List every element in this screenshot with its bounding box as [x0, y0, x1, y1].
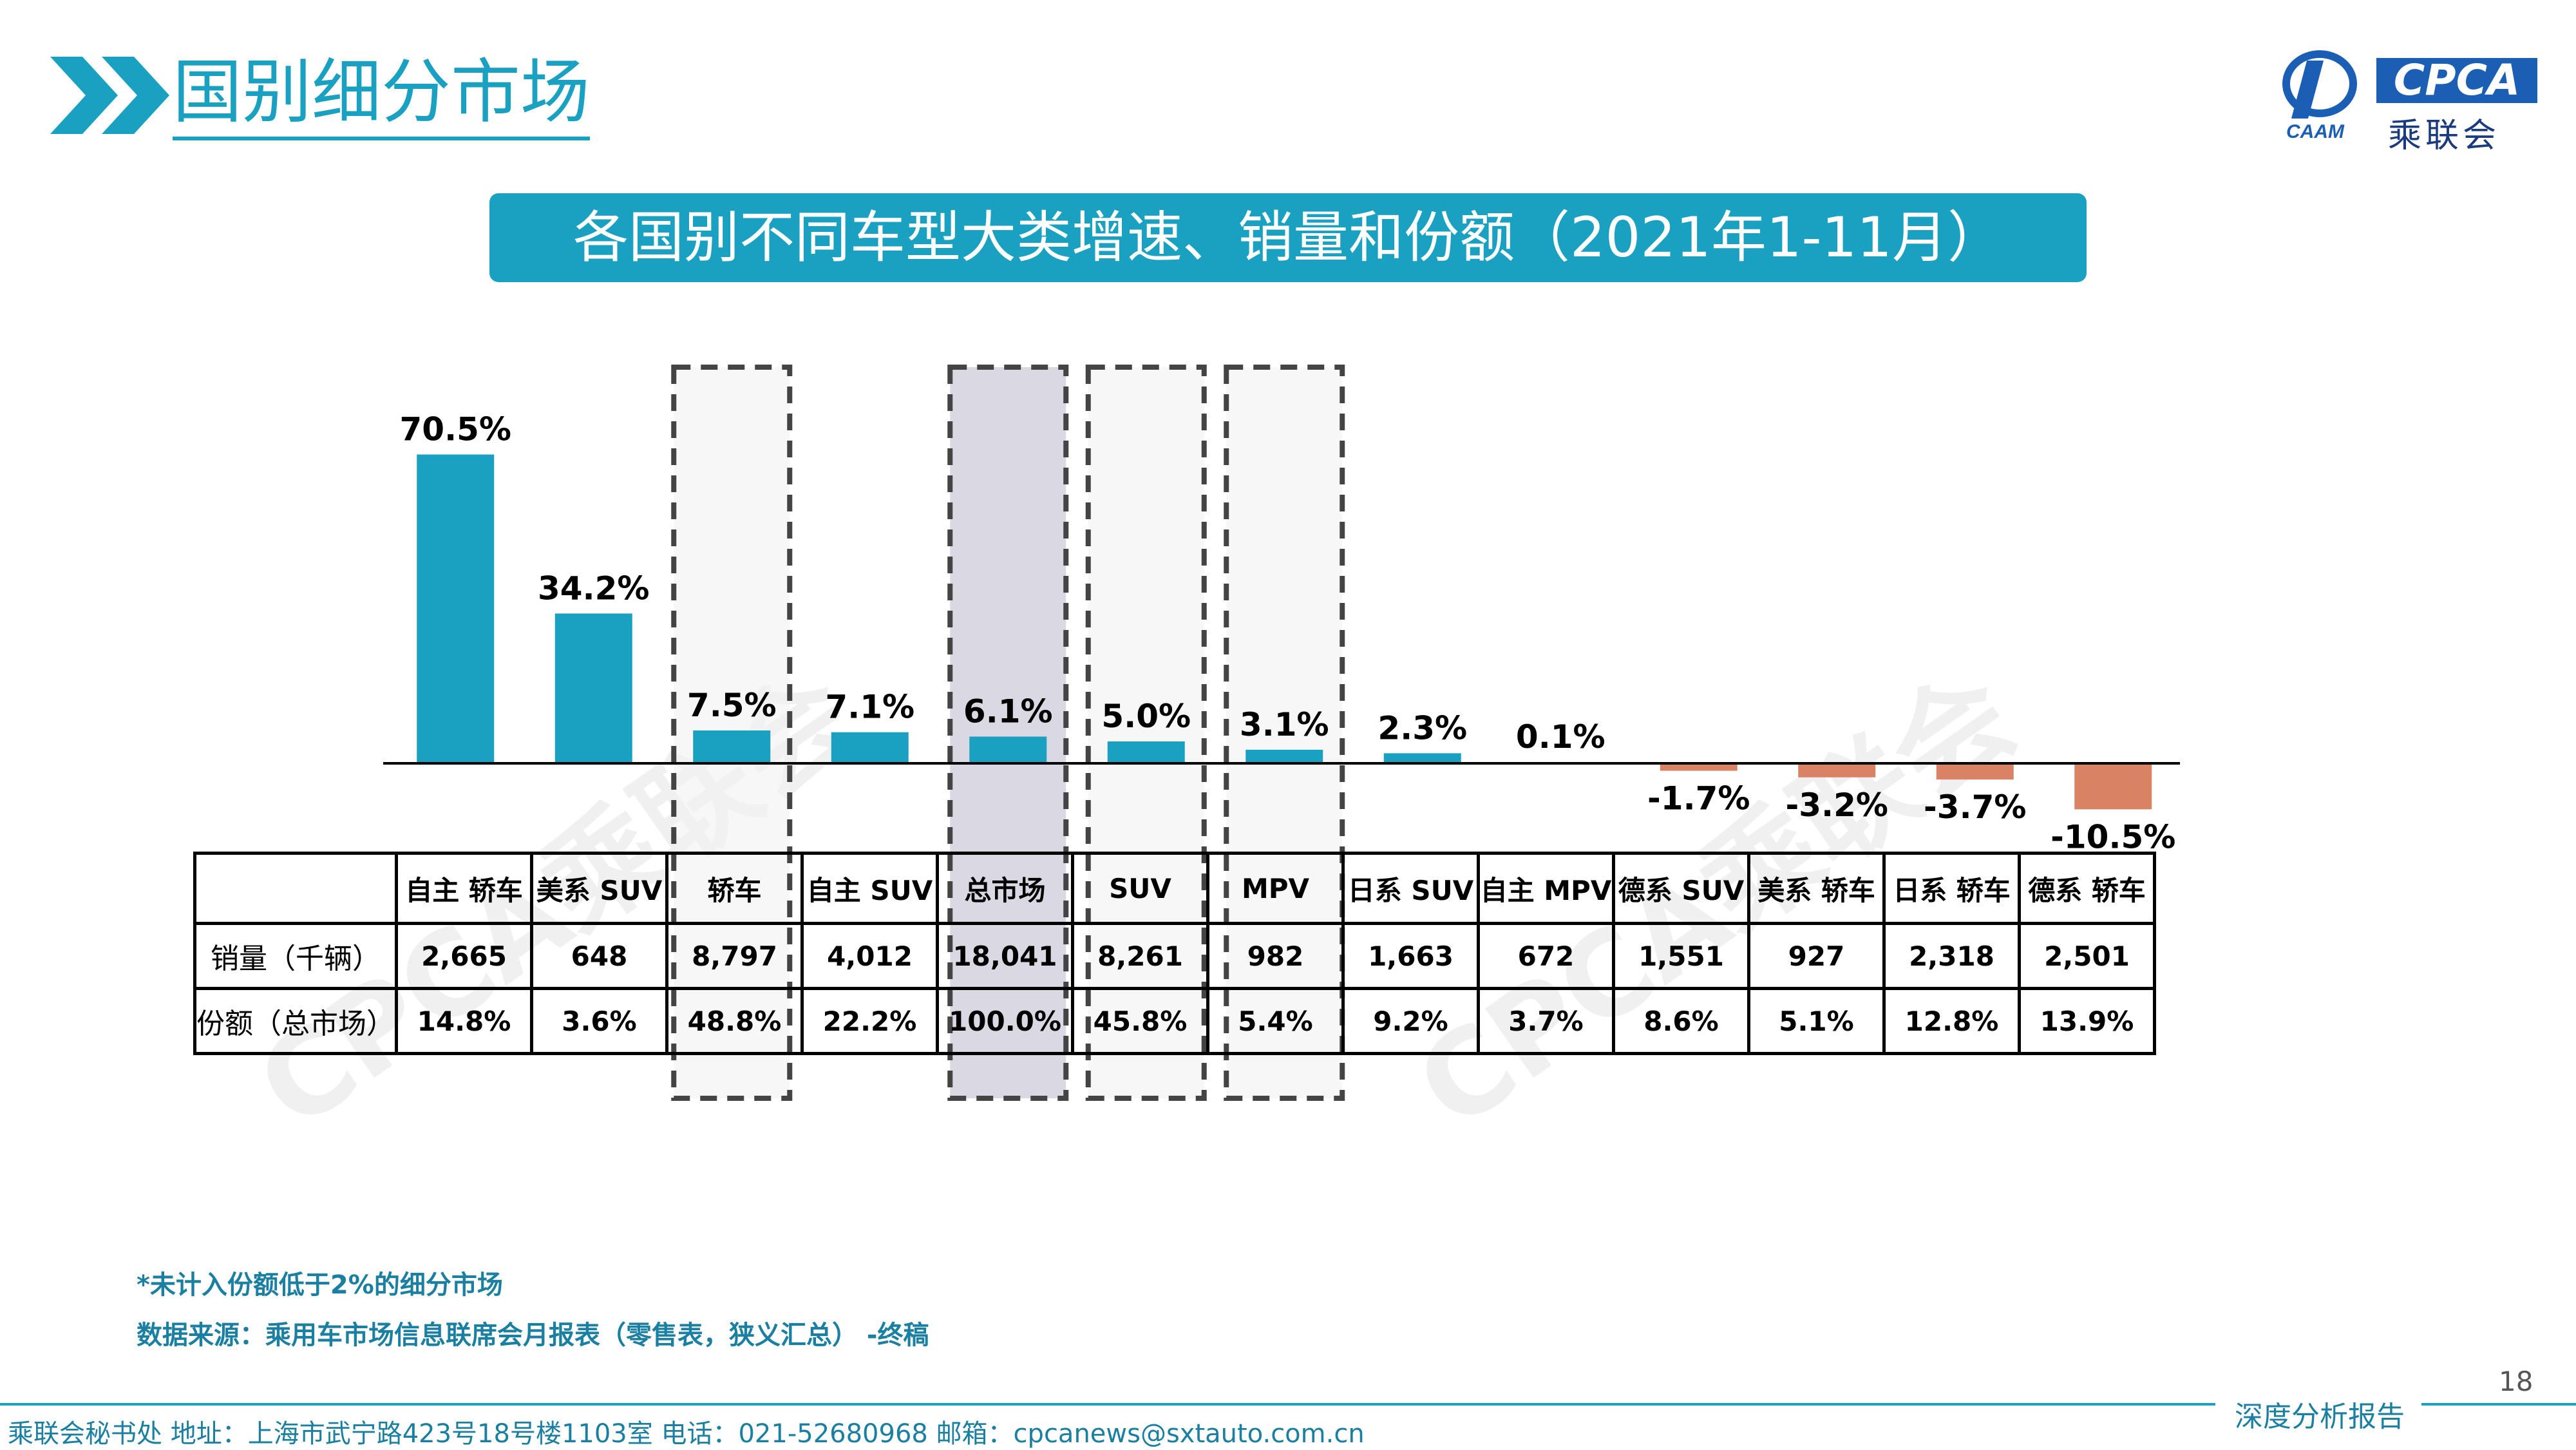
- data-label: -3.7%: [1924, 788, 2026, 826]
- sales-cell: 4,012: [800, 922, 939, 990]
- sales-cell: 1,551: [1612, 922, 1750, 990]
- sales-cell: 1,663: [1341, 922, 1480, 990]
- data-label: -1.7%: [1647, 780, 1750, 817]
- table-header-cell: 总市场: [936, 852, 1074, 925]
- table-header-cell: 轿车: [665, 852, 804, 925]
- bar: [969, 736, 1047, 763]
- row-label-share: 份额（总市场）: [193, 987, 398, 1055]
- data-label: 0.1%: [1516, 718, 1605, 756]
- data-label: 34.2%: [538, 569, 649, 607]
- data-label: 6.1%: [963, 693, 1053, 730]
- bar: [1107, 741, 1185, 763]
- sales-cell: 927: [1747, 922, 1886, 990]
- share-cell: 12.8%: [1882, 987, 2021, 1055]
- share-cell: 45.8%: [1071, 987, 1209, 1055]
- bar: [1798, 763, 1876, 777]
- cpca-logo: CAAM CPCA 乘联会: [2280, 46, 2544, 155]
- double-chevron-icon: [50, 57, 169, 134]
- report-tag: 深度分析报告: [2235, 1400, 2405, 1433]
- table-header-cell: SUV: [1071, 852, 1209, 925]
- table-header-cell: MPV: [1206, 852, 1345, 925]
- table-header-cell: 自主 SUV: [800, 852, 939, 925]
- sales-cell: 8,797: [665, 922, 804, 990]
- share-cell: 13.9%: [2018, 987, 2156, 1055]
- sales-cell: 18,041: [936, 922, 1074, 990]
- data-label: 2.3%: [1378, 709, 1467, 747]
- table-header-cell: 美系 SUV: [530, 852, 668, 925]
- table-header-cell: 德系 SUV: [1612, 852, 1750, 925]
- table-header-row: 自主 轿车 美系 SUV 轿车 自主 SUV 总市场 SUV MPV 日系 SU…: [193, 852, 2156, 925]
- bar: [417, 454, 495, 763]
- share-cell: 3.6%: [530, 987, 668, 1055]
- cpca-logo-cn: 乘联会: [2388, 117, 2501, 155]
- data-label: 3.1%: [1240, 706, 1329, 743]
- caam-emblem-icon: CAAM: [2282, 50, 2357, 142]
- table-header-cell: 自主 MPV: [1477, 852, 1615, 925]
- row-label-sales: 销量（千辆）: [193, 922, 398, 990]
- table-header-cell: 美系 轿车: [1747, 852, 1886, 925]
- bar: [693, 730, 771, 763]
- data-table: 自主 轿车 美系 SUV 轿车 自主 SUV 总市场 SUV MPV 日系 SU…: [193, 852, 2156, 1055]
- svg-text:CAAM: CAAM: [2286, 121, 2345, 142]
- value-labels-group: 70.5% 34.2% 7.5% 7.1% 6.1% 5.0% 3.1% 2.3% 0.1% -1…: [400, 411, 2176, 856]
- footnote-excluded: *未计入份额低于2%的细分市场: [137, 1270, 503, 1300]
- sales-cell: 672: [1477, 922, 1615, 990]
- share-cell: 48.8%: [665, 987, 804, 1055]
- table-header-cell: 自主 轿车: [395, 852, 533, 925]
- share-cell: 8.6%: [1612, 987, 1750, 1055]
- bars-group: [417, 454, 2152, 810]
- page-number: 18: [2499, 1366, 2533, 1397]
- table-header-cell: 日系 SUV: [1341, 852, 1480, 925]
- share-cell: 100.0%: [936, 987, 1074, 1055]
- data-label: 70.5%: [400, 411, 511, 448]
- share-cell: 9.2%: [1341, 987, 1480, 1055]
- section-title: 国别细分市场: [173, 52, 591, 140]
- bar: [554, 613, 632, 763]
- share-cell: 14.8%: [395, 987, 533, 1055]
- footnote-source: 数据来源：乘用车市场信息联席会月报表（零售表，狭义汇总） -终稿: [137, 1321, 929, 1350]
- sales-cell: 8,261: [1071, 922, 1209, 990]
- chart-banner-title: 各国别不同车型大类增速、销量和份额（2021年1-11月）: [489, 193, 2087, 282]
- share-cell: 5.1%: [1747, 987, 1886, 1055]
- data-label: 5.0%: [1101, 698, 1191, 735]
- share-cell: 3.7%: [1477, 987, 1615, 1055]
- table-header-cell: 德系 轿车: [2018, 852, 2156, 925]
- footer-contact: 乘联会秘书处 地址：上海市武宁路423号18号楼1103室 电话：021-526…: [8, 1419, 1365, 1449]
- sales-cell: 2,318: [1882, 922, 2021, 990]
- bar: [831, 732, 909, 763]
- data-label: -3.2%: [1786, 787, 1888, 824]
- bar: [1936, 763, 2014, 780]
- table-corner-cell: [193, 852, 398, 925]
- bar: [1383, 753, 1461, 763]
- footer-divider-right: [2421, 1403, 2576, 1406]
- bar: [2074, 763, 2152, 810]
- cpca-logo-text: CPCA: [2376, 58, 2537, 103]
- sales-cell: 982: [1206, 922, 1345, 990]
- footer-divider: [0, 1403, 2215, 1406]
- share-cell: 22.2%: [800, 987, 939, 1055]
- sales-cell: 2,501: [2018, 922, 2156, 990]
- data-label: -10.5%: [2050, 818, 2175, 855]
- data-label: 7.5%: [687, 687, 777, 724]
- share-cell: 5.4%: [1206, 987, 1345, 1055]
- bar: [1245, 749, 1323, 763]
- data-label: 7.1%: [825, 689, 914, 726]
- bar: [1660, 763, 1738, 771]
- table-row-sales: 销量（千辆） 2,665 648 8,797 4,012 18,041 8,26…: [193, 922, 2156, 990]
- sales-cell: 648: [530, 922, 668, 990]
- table-header-cell: 日系 轿车: [1882, 852, 2021, 925]
- table-row-share: 份额（总市场） 14.8% 3.6% 48.8% 22.2% 100.0% 45…: [193, 987, 2156, 1055]
- sales-cell: 2,665: [395, 922, 533, 990]
